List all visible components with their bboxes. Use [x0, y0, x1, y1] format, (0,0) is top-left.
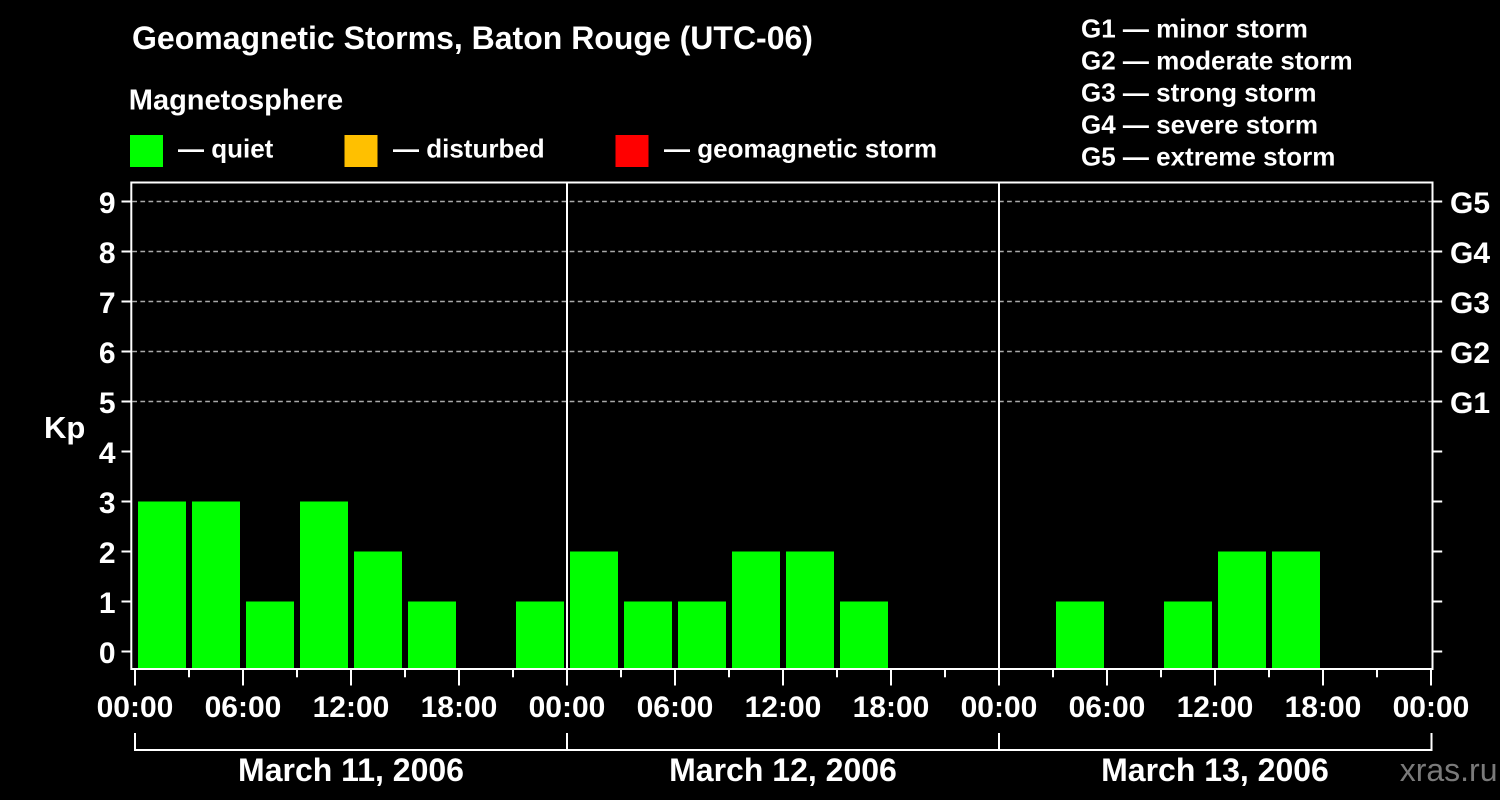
- svg-text:G1: G1: [1450, 387, 1490, 420]
- svg-text:March 12, 2006: March 12, 2006: [669, 752, 897, 788]
- svg-text:G4: G4: [1450, 237, 1490, 270]
- svg-text:06:00: 06:00: [637, 691, 714, 724]
- svg-text:8: 8: [99, 237, 116, 270]
- svg-text:00:00: 00:00: [529, 691, 606, 724]
- svg-text:7: 7: [99, 287, 116, 320]
- svg-text:0: 0: [99, 637, 116, 670]
- svg-text:12:00: 12:00: [1177, 691, 1254, 724]
- svg-text:06:00: 06:00: [1069, 691, 1146, 724]
- svg-text:— geomagnetic storm: — geomagnetic storm: [664, 134, 937, 164]
- svg-text:Kp: Kp: [44, 410, 85, 445]
- svg-text:G5: G5: [1450, 187, 1490, 220]
- svg-text:2: 2: [99, 537, 116, 570]
- svg-text:March 11, 2006: March 11, 2006: [238, 752, 464, 788]
- svg-text:4: 4: [99, 437, 116, 470]
- svg-text:00:00: 00:00: [961, 691, 1038, 724]
- svg-text:18:00: 18:00: [1285, 691, 1362, 724]
- svg-text:00:00: 00:00: [97, 691, 174, 724]
- svg-text:3: 3: [99, 487, 116, 520]
- svg-text:xras.ru: xras.ru: [1400, 752, 1498, 788]
- svg-text:G2: G2: [1450, 337, 1490, 370]
- svg-text:5: 5: [99, 387, 116, 420]
- svg-text:G3 — strong storm: G3 — strong storm: [1081, 78, 1316, 108]
- svg-text:— quiet: — quiet: [178, 134, 274, 164]
- svg-text:G2 — moderate storm: G2 — moderate storm: [1081, 46, 1353, 76]
- svg-text:00:00: 00:00: [1393, 691, 1470, 724]
- svg-text:G3: G3: [1450, 287, 1490, 320]
- svg-text:18:00: 18:00: [421, 691, 498, 724]
- svg-text:Geomagnetic Storms, Baton Roug: Geomagnetic Storms, Baton Rouge (UTC-06): [132, 20, 813, 56]
- svg-text:March 13, 2006: March 13, 2006: [1101, 752, 1329, 788]
- svg-text:G5 — extreme storm: G5 — extreme storm: [1081, 142, 1335, 172]
- svg-text:G1 — minor storm: G1 — minor storm: [1081, 14, 1308, 44]
- svg-text:06:00: 06:00: [205, 691, 282, 724]
- svg-text:12:00: 12:00: [313, 691, 390, 724]
- svg-text:18:00: 18:00: [853, 691, 930, 724]
- svg-text:1: 1: [99, 587, 116, 620]
- svg-text:G4 — severe storm: G4 — severe storm: [1081, 110, 1318, 140]
- svg-text:Magnetosphere: Magnetosphere: [129, 85, 343, 117]
- svg-text:— disturbed: — disturbed: [393, 134, 545, 164]
- svg-text:6: 6: [99, 337, 116, 370]
- svg-text:12:00: 12:00: [745, 691, 822, 724]
- svg-text:9: 9: [99, 187, 116, 220]
